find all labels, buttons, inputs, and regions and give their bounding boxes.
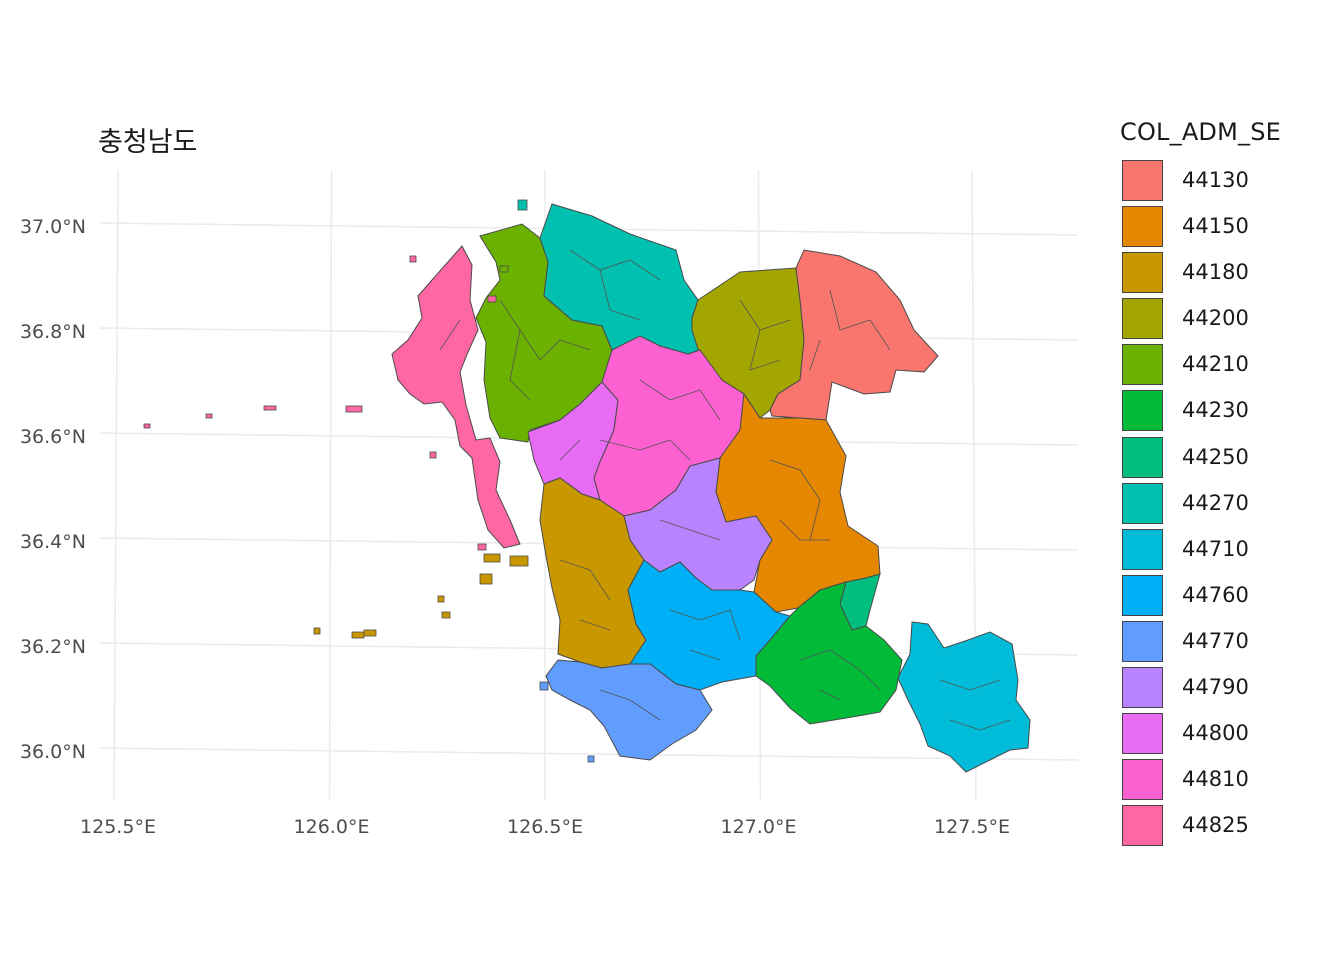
legend-label: 44210: [1182, 352, 1249, 377]
legend-label: 44180: [1182, 260, 1249, 285]
legend-item: 44210: [1120, 344, 1281, 390]
legend-swatch: [1122, 528, 1163, 570]
y-tick-label: 36.8°N: [20, 321, 86, 343]
meridian-line: [328, 169, 333, 801]
x-tick-label: 125.5°E: [80, 816, 156, 838]
legend-swatch: [1122, 667, 1163, 709]
legend-swatch: [1122, 160, 1163, 201]
legend-label: 44150: [1182, 214, 1249, 239]
y-tick-label: 37.0°N: [20, 216, 86, 238]
legend: COL_ADM_SE 44130 44150 44180 44200 44210 4423…: [1120, 118, 1281, 851]
legend-title: COL_ADM_SE: [1120, 118, 1282, 146]
legend-label: 44810: [1182, 767, 1249, 792]
legend-swatch: [1122, 344, 1163, 386]
legend-swatch: [1122, 805, 1163, 847]
legend-swatch: [1122, 482, 1163, 524]
legend-label: 44790: [1182, 675, 1249, 700]
legend-label: 44760: [1182, 582, 1249, 607]
map-title: 충청남도: [98, 127, 198, 158]
region-44230[interactable]: [755, 581, 903, 725]
legend-label: 44230: [1182, 398, 1249, 423]
legend-item: 44770: [1120, 620, 1281, 667]
legend-label: 44250: [1182, 444, 1249, 469]
region-44770[interactable]: [545, 659, 713, 761]
islands: [143, 199, 595, 763]
legend-item: 44200: [1120, 298, 1281, 344]
x-tick-label: 127.0°E: [721, 816, 797, 838]
legend-swatch: [1122, 298, 1163, 340]
x-tick-label: 126.0°E: [294, 816, 370, 838]
legend-item: 44760: [1120, 574, 1281, 621]
legend-item: 44810: [1120, 759, 1281, 805]
subdivision-lines: [439, 249, 1011, 731]
y-tick-label: 36.2°N: [20, 636, 86, 658]
legend-label: 44270: [1182, 490, 1249, 515]
legend-label: 44770: [1182, 628, 1249, 653]
legend-item: 44825: [1120, 805, 1281, 851]
legend-swatch: [1122, 390, 1163, 432]
region-layer: [143, 199, 1031, 773]
legend-item: 44270: [1120, 482, 1281, 529]
y-tick-label: 36.6°N: [20, 426, 86, 448]
legend-item: 44230: [1120, 390, 1281, 436]
legend-swatch: [1122, 436, 1163, 478]
legend-item: 44790: [1120, 667, 1281, 713]
x-tick-label: 126.5°E: [507, 816, 583, 838]
legend-swatch: [1122, 252, 1163, 294]
legend-label: 44200: [1182, 306, 1249, 331]
legend-item: 44800: [1120, 713, 1281, 759]
region-44130[interactable]: [769, 249, 939, 421]
legend-swatch: [1122, 620, 1163, 662]
legend-items: 44130 44150 44180 44200 44210 44230 44250 44270…: [1120, 160, 1281, 851]
parallel-line: [99, 747, 1079, 761]
legend-item: 44250: [1120, 436, 1281, 483]
legend-item: 44150: [1120, 206, 1281, 252]
legend-swatch: [1122, 759, 1163, 801]
y-tick-label: 36.0°N: [20, 741, 86, 763]
legend-label: 44130: [1182, 168, 1249, 192]
legend-label: 44800: [1182, 721, 1249, 746]
region-44710[interactable]: [897, 621, 1031, 773]
legend-swatch: [1122, 574, 1163, 616]
legend-item: 44130: [1120, 160, 1281, 206]
x-tick-label: 127.5°E: [934, 816, 1010, 838]
region-44825[interactable]: [391, 245, 521, 549]
axis-labels: 125.5°E 126.0°E 126.5°E 127.0°E 127.5°E 37.0°…: [20, 216, 1010, 838]
y-tick-label: 36.4°N: [20, 531, 86, 553]
legend-swatch: [1122, 713, 1163, 755]
legend-item: 44180: [1120, 252, 1281, 298]
meridian-line: [113, 169, 119, 801]
legend-item: 44710: [1120, 528, 1281, 575]
legend-swatch: [1122, 206, 1163, 248]
legend-label: 44825: [1182, 813, 1249, 838]
legend-label: 44710: [1182, 536, 1249, 561]
